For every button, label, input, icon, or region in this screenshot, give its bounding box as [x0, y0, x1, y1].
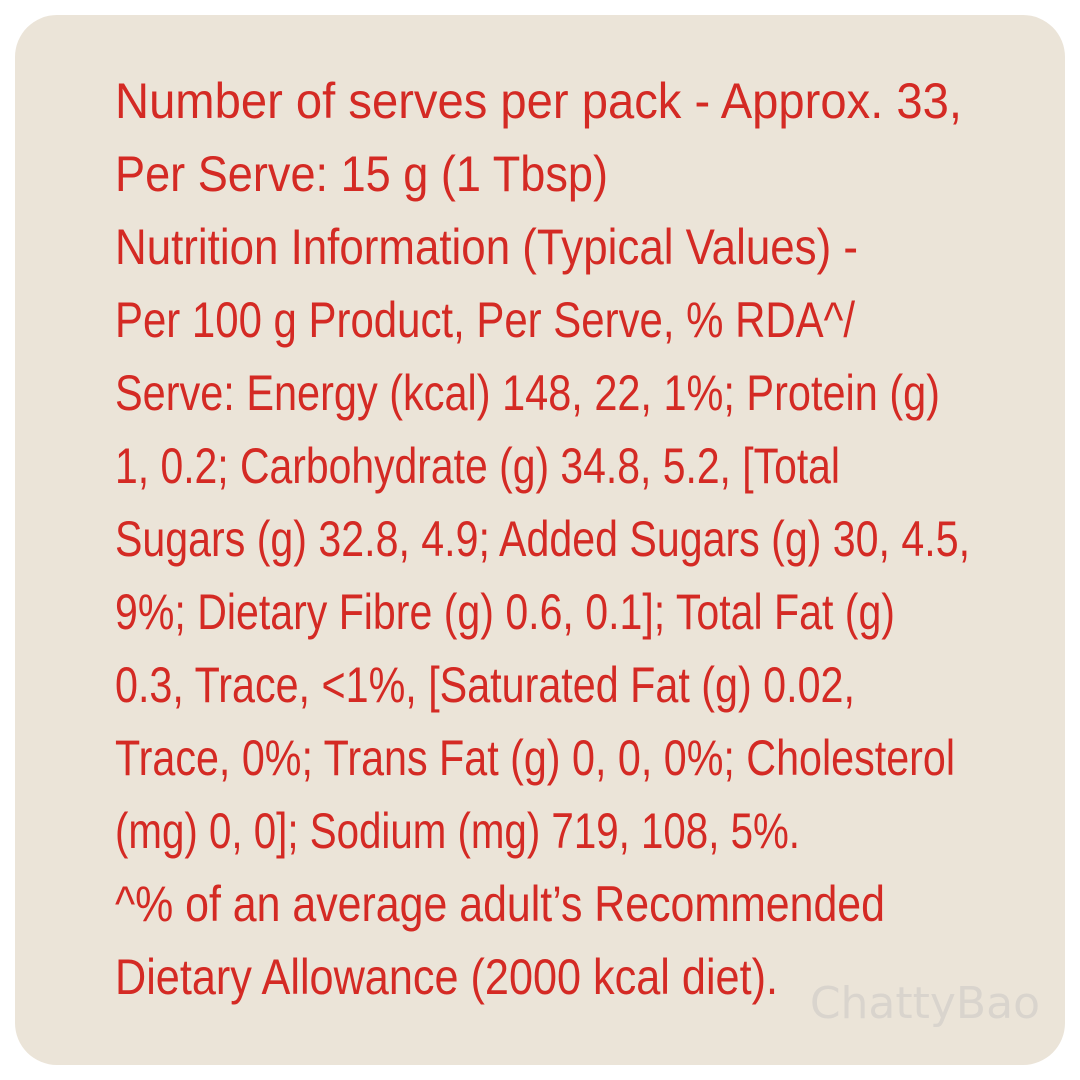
- nutrition-text: Number of serves per pack - Approx. 33, P…: [115, 73, 970, 1005]
- text-line: (mg) 0, 0]; Sodium (mg) 719, 108, 5%.: [115, 803, 800, 859]
- label-card: [15, 15, 1065, 1065]
- text-line: ^% of an average adult’s Recommended: [115, 876, 885, 932]
- text-line: Per 100 g Product, Per Serve, % RDA^/: [115, 292, 855, 348]
- text-line: Serve: Energy (kcal) 148, 22, 1%; Protei…: [115, 365, 940, 421]
- text-line: Trace, 0%; Trans Fat (g) 0, 0, 0%; Chole…: [115, 730, 955, 786]
- text-line: 1, 0.2; Carbohydrate (g) 34.8, 5.2, [Tot…: [115, 438, 840, 494]
- text-line: Per Serve: 15 g (1 Tbsp): [115, 146, 608, 202]
- watermark: ChattyBao: [810, 978, 1040, 1029]
- text-line: Sugars (g) 32.8, 4.9; Added Sugars (g) 3…: [115, 511, 970, 567]
- text-line: 0.3, Trace, <1%, [Saturated Fat (g) 0.02…: [115, 657, 855, 713]
- text-line: Number of serves per pack - Approx. 33,: [115, 73, 962, 129]
- text-line: Nutrition Information (Typical Values) -: [115, 219, 858, 275]
- text-line: 9%; Dietary Fibre (g) 0.6, 0.1]; Total F…: [115, 584, 895, 640]
- text-line: Dietary Allowance (2000 kcal diet).: [115, 949, 778, 1005]
